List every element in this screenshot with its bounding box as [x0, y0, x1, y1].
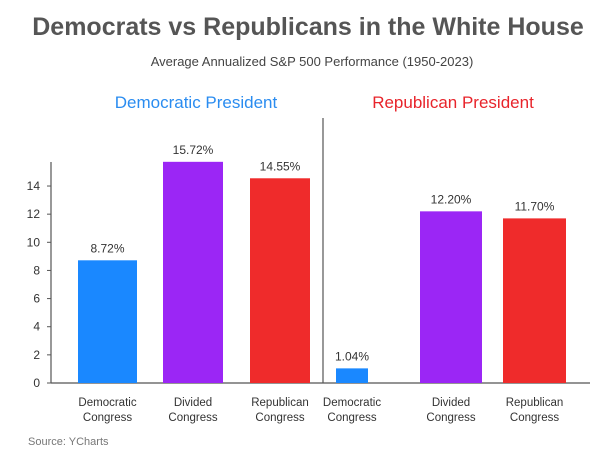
x-tick-label: Divided: [174, 397, 212, 409]
bar: [250, 178, 310, 383]
y-tick-label: 2: [33, 348, 40, 362]
chart-subtitle: Average Annualized S&P 500 Performance (…: [151, 54, 474, 69]
y-tick-label: 10: [27, 235, 41, 249]
x-tick-label: Republican: [251, 397, 309, 409]
x-tick-label: Congress: [510, 412, 559, 424]
x-tick-label: Divided: [432, 397, 470, 409]
x-tick-label: Republican: [506, 397, 564, 409]
bar: [336, 368, 368, 383]
x-tick-label: Congress: [83, 412, 132, 424]
y-tick-label: 0: [33, 376, 40, 390]
data-label: 15.72%: [173, 143, 214, 157]
x-tick-label: Congress: [327, 412, 376, 424]
data-label: 14.55%: [260, 159, 301, 173]
bar: [163, 161, 223, 383]
x-tick-label: Congress: [168, 412, 217, 424]
x-tick-label: Democratic: [78, 397, 136, 409]
bar: [503, 218, 566, 383]
bar: [78, 260, 137, 383]
data-label: 1.04%: [335, 349, 369, 363]
data-label: 11.70%: [515, 199, 555, 213]
x-tick-label: Democratic: [323, 397, 381, 409]
chart-title: Democrats vs Republicans in the White Ho…: [32, 13, 584, 41]
y-tick-label: 12: [27, 207, 41, 221]
y-tick-label: 14: [27, 179, 41, 193]
group-label-democratic: Democratic President: [115, 93, 278, 112]
group-label-republican: Republican President: [372, 93, 534, 112]
data-label: 12.20%: [431, 192, 472, 206]
y-tick-label: 4: [33, 320, 40, 334]
bar: [420, 211, 482, 383]
data-label: 8.72%: [90, 241, 124, 255]
x-tick-label: Congress: [255, 412, 304, 424]
y-tick-label: 8: [33, 263, 40, 277]
source-note: Source: YCharts: [28, 436, 109, 448]
x-tick-label: Congress: [426, 412, 475, 424]
y-tick-label: 6: [33, 292, 40, 306]
